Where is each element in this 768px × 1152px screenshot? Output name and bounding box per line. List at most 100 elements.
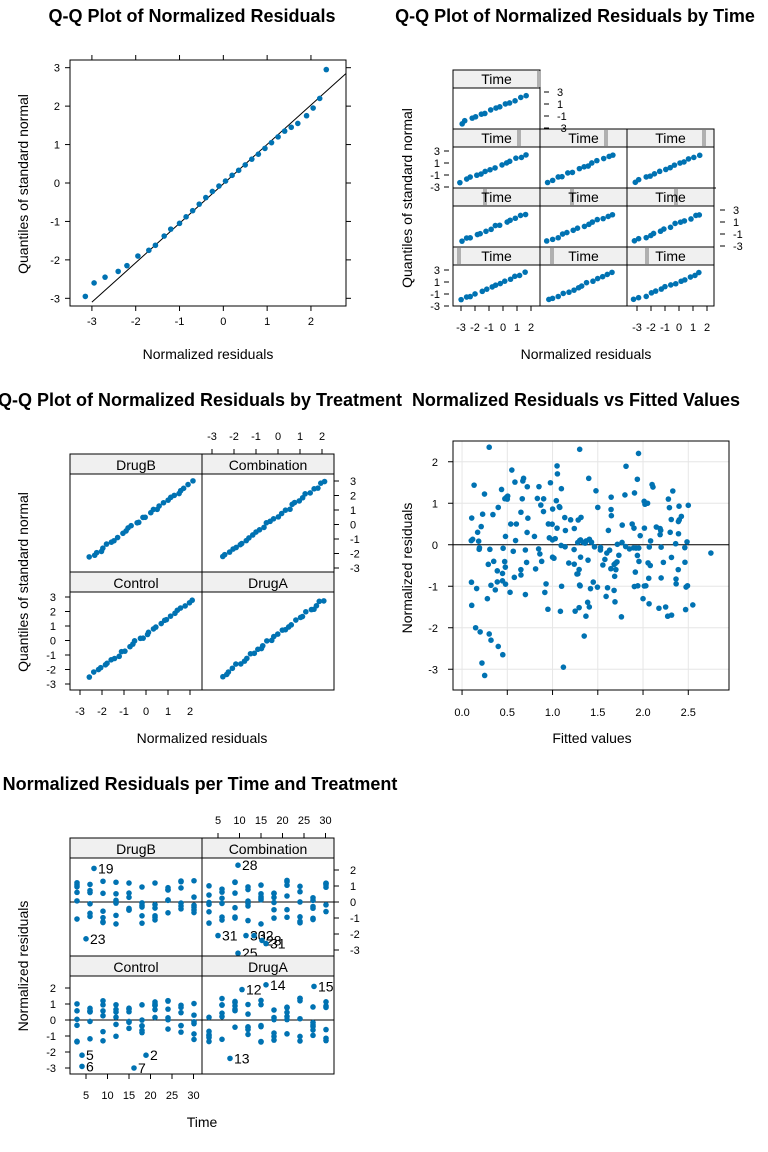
fitted-point-extra xyxy=(673,576,679,582)
qq-overall-ytick-label: 0 xyxy=(54,178,60,190)
qq-time-ytick-label: 1 xyxy=(733,217,739,229)
qq-time-panel-3-point xyxy=(635,176,642,183)
fitted-point xyxy=(495,504,502,511)
fitted-point-extra xyxy=(540,496,547,502)
fitted-point-extra xyxy=(650,484,656,490)
fitted-point-extra xyxy=(586,604,593,610)
qq-time-ytick-label: -3 xyxy=(430,301,440,313)
time-treat-panel-1-point xyxy=(258,882,264,888)
qq-treat-ytick-label-right: 3 xyxy=(350,476,356,488)
qq-treat-xtick-label: -3 xyxy=(75,706,85,718)
time-treat-panel-0-point xyxy=(139,900,145,906)
qq-treat-panel-1-point xyxy=(307,490,314,496)
time-treat-panel-2-point xyxy=(126,1019,132,1026)
fitted-point-extra xyxy=(594,584,601,590)
qq-time-panel-7-point xyxy=(512,273,518,280)
fitted-point-extra xyxy=(571,525,578,532)
qq-time-panel-0-point xyxy=(472,113,479,120)
fitted-point-extra xyxy=(519,495,526,502)
qq-overall-xtick-label: -2 xyxy=(131,316,141,328)
qq-treat-xtick-label-top: -3 xyxy=(207,431,217,443)
qq-overall-point xyxy=(167,226,174,232)
time-treat-panel-1-point xyxy=(310,897,316,904)
qq-by-treatment-title: Q-Q Plot of Normalized Residuals by Trea… xyxy=(0,390,402,410)
fitted-point-extra xyxy=(614,559,620,565)
fitted-point xyxy=(708,550,714,556)
qq-time-panel-3-point xyxy=(685,156,692,162)
fitted-ytick-label: 1 xyxy=(432,498,438,510)
qq-treat-panel-3-point xyxy=(259,642,266,649)
fitted-point-extra xyxy=(562,527,569,534)
qq-treat-panel-1-point xyxy=(261,524,267,531)
qq-time-panel-4-point xyxy=(488,226,494,233)
qq-overall-ytick-label: -3 xyxy=(50,293,60,305)
time-treat-panel-1-point xyxy=(284,914,290,921)
time-treat-panel-3-point xyxy=(206,1038,212,1045)
time-treat-panel-3-point xyxy=(258,1001,264,1008)
qq-time-panel-8-strip-label: Time xyxy=(568,248,599,264)
qq-time-panel-3-point xyxy=(662,166,669,173)
residuals-vs-fitted-title: Normalized Residuals vs Fitted Values xyxy=(412,390,740,410)
fitted-point-extra xyxy=(479,511,486,517)
qq-treat-panel-2-point xyxy=(140,635,146,641)
time-treat-panel-1-point xyxy=(271,906,277,913)
qq-time-xtick-label: 1 xyxy=(514,322,520,334)
fitted-point-extra xyxy=(600,562,606,568)
time-treat-panel-1-flagged-point xyxy=(215,932,221,939)
qq-time-panel-7-point xyxy=(479,288,486,295)
time-treat-xtick-label-top: 15 xyxy=(255,815,267,827)
qq-time-panel-5-point xyxy=(600,215,606,222)
qq-time-panel-8-strip-marker xyxy=(550,248,554,264)
time-treat-panel-1-point xyxy=(271,894,277,901)
time-treat-panel-3-point xyxy=(297,1015,303,1022)
fitted-point-extra xyxy=(537,551,543,557)
time-treat-panel-2-point-label: 5 xyxy=(86,1047,94,1063)
qq-time-panel-8-point xyxy=(609,269,615,276)
time-treat-panel-1-point xyxy=(284,882,290,889)
time-treat-ytick-label-right: -3 xyxy=(350,945,360,957)
fitted-point xyxy=(540,508,547,515)
qq-time-panel-0-point xyxy=(523,92,529,99)
time-treat-panel-2-point xyxy=(178,1029,184,1035)
qq-treat-ytick-label: -3 xyxy=(46,679,56,691)
fitted-point-extra xyxy=(577,554,584,560)
qq-treat-panel-3-point xyxy=(313,602,320,609)
time-treat-panel-2-point-label: 6 xyxy=(86,1058,94,1074)
qq-treat-ytick-label-right: -3 xyxy=(350,563,360,575)
time-treat-panel-1-point-label: 31 xyxy=(270,936,286,952)
time-treat-ytick-label-right: 2 xyxy=(350,865,356,877)
time-treat-xtick-label: 5 xyxy=(83,1090,89,1102)
qq-time-panel-6-point xyxy=(667,224,674,231)
qq-overall-point xyxy=(203,194,209,201)
time-treat-panel-3-point xyxy=(284,1016,290,1023)
qq-treat-panel-3-point xyxy=(229,665,236,672)
time-treat-panel-3-point xyxy=(219,1002,225,1008)
qq-treat-panel-0-point xyxy=(103,541,110,547)
qq-treat-panel-1-point xyxy=(233,544,239,551)
qq-time-panel-0-point xyxy=(461,117,468,124)
time-treat-panel-1-point xyxy=(258,890,264,897)
fitted-xtick-label: 0.5 xyxy=(500,707,515,719)
fitted-point xyxy=(486,631,492,637)
qq-overall-ytick-label: 3 xyxy=(54,63,60,75)
fitted-point-extra xyxy=(591,544,598,550)
qq-treat-xtick-label-top: 2 xyxy=(319,431,325,443)
fitted-point-extra xyxy=(637,532,643,539)
time-treat-panel-2-point xyxy=(139,1023,145,1029)
fitted-point-extra xyxy=(622,543,629,550)
qq-treat-panel-2-point xyxy=(86,674,93,680)
fitted-point-extra xyxy=(653,524,660,530)
fitted-point xyxy=(486,444,492,451)
time-treat-panel-1-flagged-point xyxy=(251,932,257,939)
time-treat-panel-0-point xyxy=(152,880,158,886)
fitted-point xyxy=(522,591,529,598)
fitted-point xyxy=(472,624,479,631)
time-treat-panel-3-flagged-point xyxy=(239,986,245,993)
fitted-point-extra xyxy=(545,521,552,527)
qq-time-panel-3-point xyxy=(691,154,697,161)
fitted-point-extra xyxy=(545,606,551,613)
fitted-point-extra xyxy=(631,490,638,496)
qq-treat-panel-2-point xyxy=(122,648,128,654)
